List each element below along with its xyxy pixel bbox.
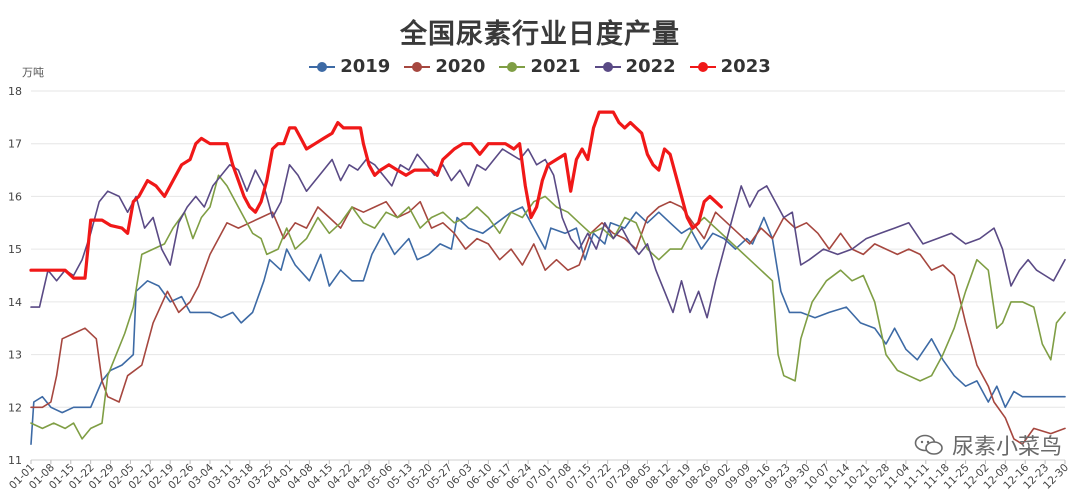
legend-label: 2021 <box>530 56 581 77</box>
legend-marker-icon <box>499 60 526 74</box>
legend-item-2022[interactable]: 2022 <box>594 56 676 77</box>
x-axis: 01-0101-0801-1501-2201-2902-0502-1202-19… <box>7 460 1071 492</box>
legend-item-2023[interactable]: 2023 <box>689 56 771 77</box>
legend-marker-icon <box>689 60 716 74</box>
y-tick-label: 17 <box>8 138 22 151</box>
legend-marker-icon <box>309 60 336 74</box>
y-tick-label: 16 <box>8 190 22 203</box>
legend-label: 2019 <box>340 56 391 77</box>
y-tick-label: 15 <box>8 243 22 256</box>
wechat-bubbles-icon <box>914 434 943 455</box>
legend-item-2019[interactable]: 2019 <box>309 56 390 77</box>
watermark: 尿素小菜鸟 <box>914 429 1062 461</box>
series-line-2023 <box>29 110 723 280</box>
series-line-2021 <box>30 174 1066 440</box>
y-tick-label: 13 <box>8 349 22 362</box>
legend-marker-icon <box>594 60 621 74</box>
legend-label: 2022 <box>625 56 676 77</box>
y-tick-label: 14 <box>8 296 22 309</box>
y-axis-unit: 万吨 <box>22 66 44 79</box>
grid-lines <box>31 90 1065 461</box>
legend-label: 2020 <box>435 56 486 77</box>
y-axis: 11 12 13 14 15 16 17 18 <box>8 85 22 467</box>
legend-item-2020[interactable]: 2020 <box>404 56 485 77</box>
legend-marker-icon <box>404 60 431 74</box>
y-tick-label: 18 <box>8 85 22 98</box>
series-line-2020 <box>30 200 1066 445</box>
y-tick-label: 11 <box>8 454 22 467</box>
chart-title: 全国尿素行业日度产量 <box>400 19 680 50</box>
legend: 2019 2020 2021 2022 2023 <box>0 56 1080 77</box>
series-lines <box>29 110 1066 445</box>
y-tick-label: 12 <box>8 401 22 414</box>
series-line-2019 <box>30 206 1066 445</box>
watermark-text: 尿素小菜鸟 <box>951 435 1062 460</box>
legend-item-2021[interactable]: 2021 <box>499 56 581 77</box>
series-line-2022 <box>30 148 1066 319</box>
legend-label: 2023 <box>720 56 771 77</box>
